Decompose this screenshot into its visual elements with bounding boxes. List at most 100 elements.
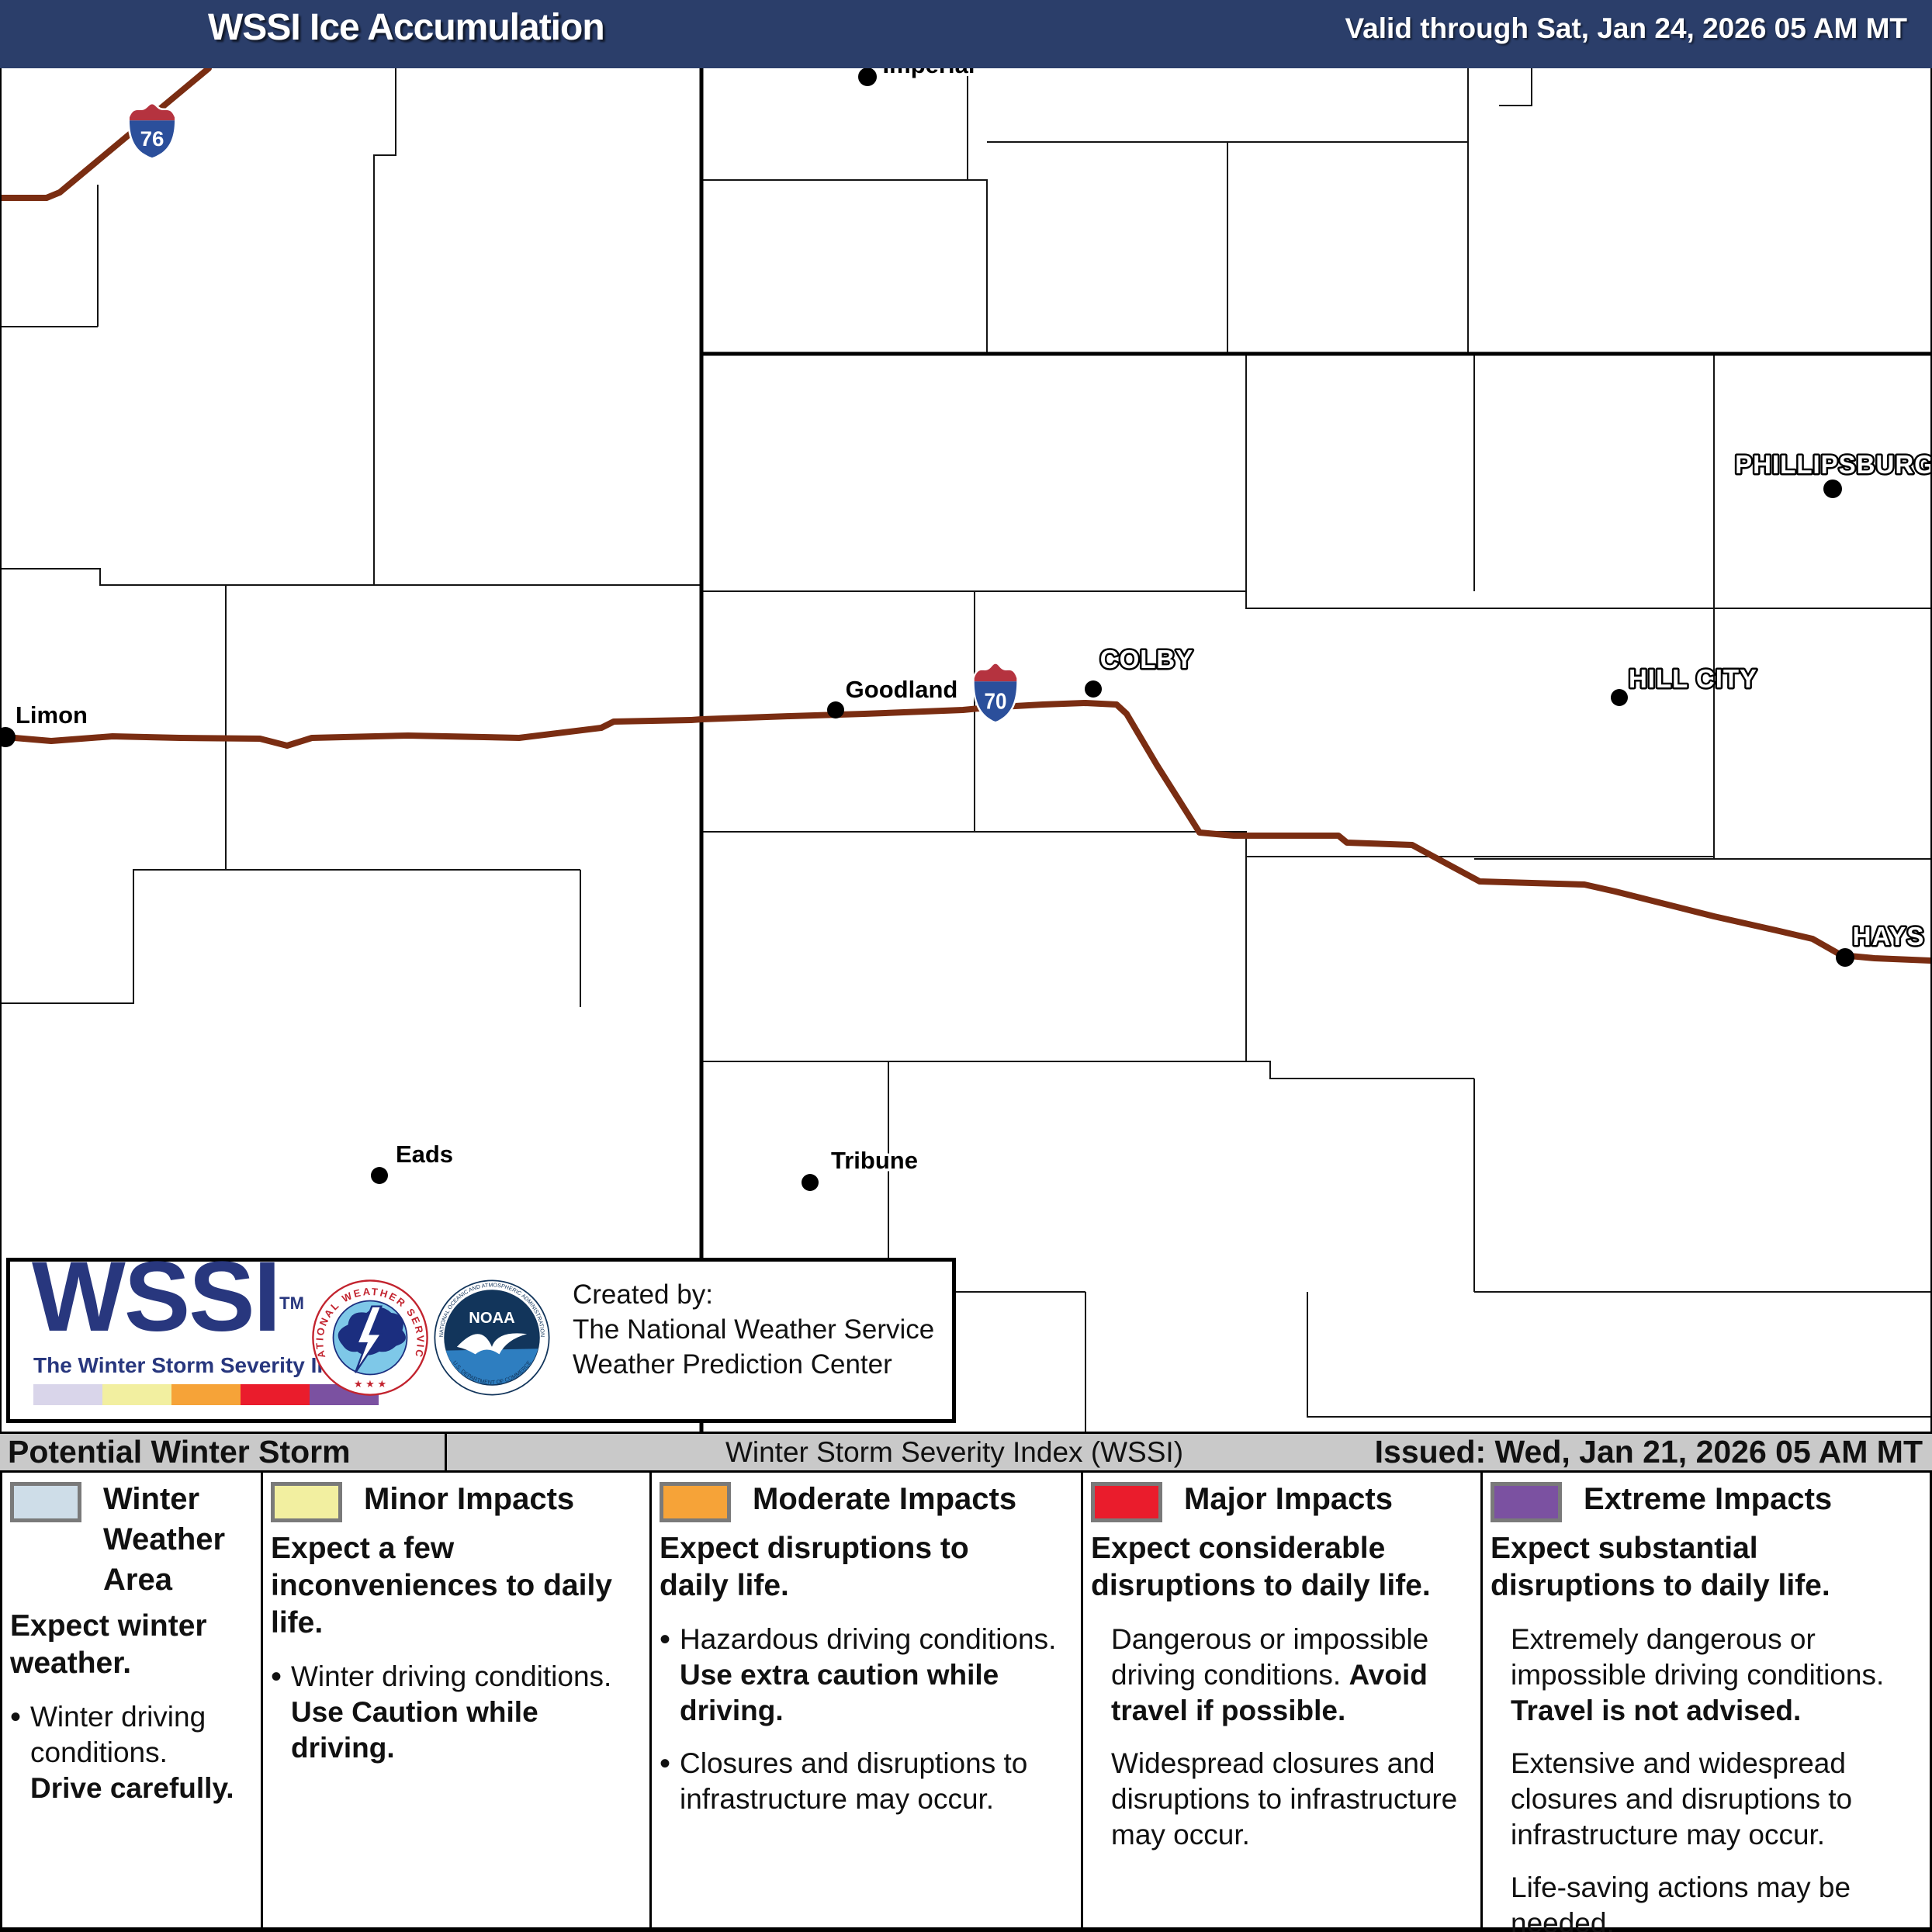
issued-timestamp: Issued: Wed, Jan 21, 2026 05 AM MT	[1374, 1434, 1923, 1470]
city-dot-colby	[1085, 680, 1102, 698]
i76-shield-number: 76	[140, 127, 164, 151]
noaa-wordmark: NOAA	[469, 1310, 515, 1327]
map-area: 76 70 Imperia	[0, 68, 1932, 1432]
city-label-tribune: Tribune	[831, 1147, 918, 1174]
scale-swatch-minor	[102, 1384, 171, 1405]
wssi-logo-box: WSSITM The Winter Storm Severity Index N…	[6, 1241, 956, 1423]
city-dot-imperial	[858, 68, 877, 86]
city-label-hays: HAYS	[1853, 922, 1925, 950]
wssi-logotype-text: WSSI	[32, 1241, 281, 1352]
legend-column-extreme: Extreme Impacts Expect substantial disru…	[1480, 1473, 1932, 1932]
legend-item: Extremely dangerous or impossible drivin…	[1491, 1622, 1928, 1729]
scale-swatch-winter-weather	[33, 1384, 102, 1405]
i76-shield-icon: 76	[127, 102, 177, 160]
legend-item-text: Life-saving actions may be needed.	[1511, 1871, 1851, 1932]
legend-item-text: Winter driving conditions.	[30, 1701, 206, 1768]
city-label-hill-city: HILL CITY	[1629, 664, 1757, 693]
scale-swatch-major	[241, 1384, 310, 1405]
legend-intro-extreme: Expect substantial disruptions to daily …	[1491, 1532, 1830, 1602]
nws-lightning-icon	[354, 1305, 383, 1373]
legend-intro-major: Expect considerable disruptions to daily…	[1091, 1532, 1431, 1602]
legend-item-text: Hazardous driving conditions.	[680, 1623, 1057, 1655]
legend-column-minor: Minor Impacts Expect a few inconvenience…	[261, 1473, 649, 1927]
legend-swatch-winter-weather	[10, 1482, 81, 1522]
city-label-limon: Limon	[16, 701, 88, 729]
legend-header-extreme: Extreme Impacts	[1491, 1479, 1928, 1522]
county-boundaries	[2, 68, 1930, 1432]
city-label-imperial: Imperial	[883, 68, 975, 78]
legend-item: Extensive and widespread closures and di…	[1491, 1746, 1928, 1853]
city-label-phillipsburg: PHILLIPSBURG	[1735, 450, 1930, 479]
legend-heading-moderate: Moderate Impacts	[753, 1482, 1017, 1516]
city-label-goodland: Goodland	[846, 676, 958, 703]
nws-logo: NATIONAL WEATHER SERVICE ★ ★ ★	[311, 1279, 428, 1396]
legend-item: Winter driving conditions. Drive carefull…	[10, 1699, 254, 1806]
city-dot-hill-city	[1611, 689, 1628, 706]
legend-item-bold-text: Avoid travel if possible.	[1111, 1659, 1428, 1726]
legend-item: Winter driving conditions. Use Caution w…	[271, 1659, 643, 1766]
city-dot-phillipsburg	[1823, 480, 1842, 498]
legend-item-text: Winter driving conditions.	[291, 1660, 612, 1692]
page-title: WSSI Ice Accumulation	[208, 7, 605, 48]
header-bar: WSSI Ice Accumulation Valid through Sat,…	[0, 0, 1932, 68]
trademark-symbol: TM	[279, 1293, 304, 1313]
i70-shield-icon: 70	[972, 662, 1019, 724]
legend-item-text: Dangerous or impossible driving conditio…	[1111, 1623, 1429, 1691]
legend-intro-minor: Expect a few inconveniences to daily lif…	[271, 1532, 612, 1639]
legend-heading-minor: Minor Impacts	[364, 1482, 575, 1516]
legend-item-bold-text: Drive carefully.	[30, 1772, 234, 1804]
i70-shield-number: 70	[985, 688, 1007, 713]
scale-swatch-moderate	[171, 1384, 241, 1405]
highway-i76	[2, 68, 212, 201]
created-by-label: Created by:	[573, 1279, 713, 1310]
legend-column-moderate: Moderate Impacts Expect disruptions to d…	[649, 1473, 1081, 1927]
nws-stars: ★ ★ ★	[354, 1378, 386, 1390]
legend-item-bold-text: Use Caution while driving.	[291, 1696, 538, 1764]
legend-item-text: Closures and disruptions to infrastructu…	[680, 1747, 1028, 1815]
city-dot-tribune	[802, 1174, 819, 1191]
legend-swatch-minor	[271, 1482, 342, 1522]
legend-header-moderate: Moderate Impacts	[660, 1479, 1075, 1522]
legend-item-text: Extensive and widespread closures and di…	[1511, 1747, 1853, 1851]
legend-item-text: Widespread closures and disruptions to i…	[1111, 1747, 1458, 1851]
legend-item-text: Extremely dangerous or impossible drivin…	[1511, 1623, 1885, 1691]
noaa-gull-icon	[456, 1333, 528, 1355]
city-dot-eads	[371, 1167, 388, 1184]
interstate-highways	[2, 68, 1930, 964]
legend-heading-extreme: Extreme Impacts	[1584, 1482, 1833, 1516]
city-label-eads: Eads	[396, 1141, 453, 1168]
legend-item-bold-text: Use extra caution while driving.	[680, 1659, 999, 1726]
wssi-severity-scale	[33, 1384, 379, 1405]
legend-item: Closures and disruptions to infrastructu…	[660, 1746, 1075, 1817]
highway-i70	[2, 700, 1930, 964]
legend-item: Life-saving actions may be needed.	[1491, 1870, 1928, 1932]
legend-intro-winter-weather: Expect winter weather.	[10, 1609, 207, 1680]
wssi-index-label: Winter Storm Severity Index (WSSI)	[725, 1436, 1184, 1468]
map-canvas: 76 70 Imperia	[2, 68, 1930, 1432]
wssi-subtitle: The Winter Storm Severity Index	[33, 1353, 368, 1377]
created-by-block: Created by: The National Weather Service…	[573, 1277, 934, 1382]
legend-column-winter-weather: Winter Weather Area Expect winter weathe…	[2, 1473, 261, 1927]
legend-item: Widespread closures and disruptions to i…	[1091, 1746, 1474, 1853]
legend-header-winter-weather: Winter Weather Area	[10, 1479, 254, 1600]
created-by-line1: The National Weather Service	[573, 1314, 935, 1345]
legend-swatch-moderate	[660, 1482, 731, 1522]
legend-item: Hazardous driving conditions. Use extra …	[660, 1622, 1075, 1729]
city-dot-hays	[1836, 948, 1854, 967]
legend-heading-winter-weather: Winter Weather Area	[103, 1482, 226, 1597]
legend-header-major: Major Impacts	[1091, 1479, 1474, 1522]
city-label-colby: COLBY	[1100, 645, 1194, 673]
legend-intro-moderate: Expect disruptions to daily life.	[660, 1532, 969, 1602]
legend-item-bold-text: Travel is not advised.	[1511, 1695, 1802, 1726]
legend-header-minor: Minor Impacts	[271, 1479, 643, 1522]
city-dot-goodland	[827, 701, 844, 718]
state-boundaries	[699, 68, 1930, 1432]
legend-swatch-major	[1091, 1482, 1162, 1522]
impacts-title: Potential Winter Storm Impacts	[0, 1434, 447, 1505]
wssi-logotype: WSSITM	[32, 1240, 304, 1354]
city-dots	[2, 68, 1854, 1191]
city-dot-limon	[2, 727, 16, 747]
legend-item: Dangerous or impossible driving conditio…	[1091, 1622, 1474, 1729]
created-by-line2: Weather Prediction Center	[573, 1349, 892, 1380]
